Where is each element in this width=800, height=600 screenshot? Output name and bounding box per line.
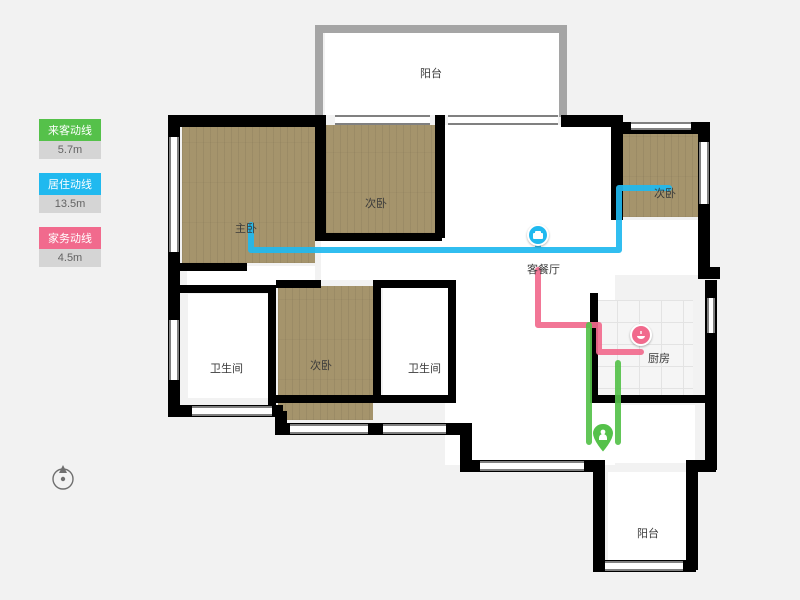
label-sec3: 次卧: [310, 357, 332, 373]
living-marker-icon: [527, 224, 549, 246]
entry-pin-icon: [592, 423, 614, 453]
label-balcony-top: 阳台: [420, 65, 442, 81]
label-living: 客餐厅: [527, 261, 560, 277]
label-master: 主卧: [235, 220, 257, 236]
label-balcony-bottom: 阳台: [637, 525, 659, 541]
label-bath1: 卫生间: [210, 360, 243, 376]
legend-living-label: 居住动线: [39, 173, 101, 195]
label-kitchen: 厨房: [648, 350, 670, 366]
label-bath2: 卫生间: [408, 360, 441, 376]
legend-guest-value: 5.7m: [39, 141, 101, 159]
legend-living-value: 13.5m: [39, 195, 101, 213]
legend-item-guest: 来客动线 5.7m: [39, 119, 101, 159]
legend-guest-label: 来客动线: [39, 119, 101, 141]
legend-item-chore: 家务动线 4.5m: [39, 227, 101, 267]
floorplan: 阳台 阳台 主卧 次卧 次卧 次卧 卫生间 卫生间 客餐厅 厨房: [150, 25, 770, 580]
legend: 来客动线 5.7m 居住动线 13.5m 家务动线 4.5m: [39, 119, 101, 281]
legend-item-living: 居住动线 13.5m: [39, 173, 101, 213]
label-sec2: 次卧: [654, 185, 676, 201]
label-sec1: 次卧: [365, 195, 387, 211]
compass-icon: [48, 462, 78, 492]
legend-chore-value: 4.5m: [39, 249, 101, 267]
legend-chore-label: 家务动线: [39, 227, 101, 249]
kitchen-marker-icon: [630, 324, 652, 346]
